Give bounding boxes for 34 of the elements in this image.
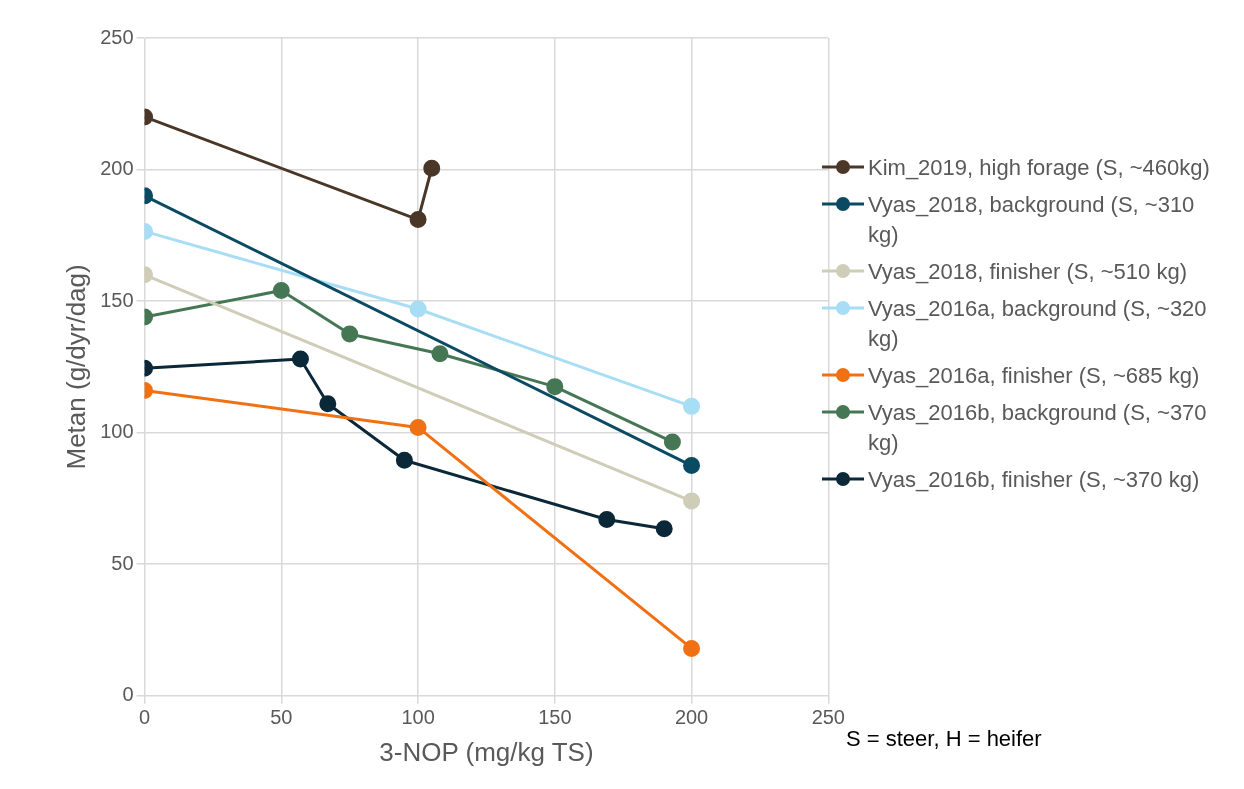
x-tick-label: 50	[270, 706, 293, 729]
legend-label: Vyas_2018, background (S, ~310 kg)	[868, 191, 1196, 249]
point	[683, 639, 701, 657]
y-tick-label: 200	[100, 157, 134, 180]
point	[423, 159, 441, 177]
y-tick-label: 50	[111, 551, 134, 574]
point	[546, 378, 564, 396]
point	[409, 211, 427, 229]
y-axis-title: Metan (g/dyr/dag)	[60, 264, 91, 470]
y-tick-label: 250	[100, 25, 134, 48]
legend-label: Vyas_2016a, finisher (S, ~685 kg)	[868, 362, 1201, 390]
legend-label: Vyas_2016a, background (S, ~320 kg)	[868, 295, 1208, 353]
legend-label: Vyas_2018, finisher (S, ~510 kg)	[868, 258, 1188, 286]
x-tick-label: 250	[811, 706, 845, 729]
x-tick-label: 100	[401, 706, 435, 729]
x-tick-label: 150	[538, 706, 572, 729]
point	[341, 325, 359, 343]
legend-label: Kim_2019, high forage (S, ~460kg)	[868, 154, 1211, 182]
point	[663, 433, 681, 451]
y-tick-label: 100	[100, 420, 134, 443]
y-tick-label: 150	[100, 288, 134, 311]
text: S = steer, H = heifer	[846, 726, 1042, 752]
legend-label: Vyas_2016b, background (S, ~370 kg)	[868, 399, 1208, 457]
point	[598, 511, 616, 529]
x-tick-label: 200	[674, 706, 709, 729]
x-axis-title: 3-NOP (mg/kg TS)	[379, 736, 594, 767]
point	[655, 520, 673, 538]
x-tick-label: 0	[139, 706, 151, 729]
point	[409, 300, 427, 318]
legend-label: Vyas_2016b, finisher (S, ~370 kg)	[868, 466, 1201, 494]
point	[409, 418, 427, 436]
y-tick-label: 0	[122, 683, 134, 706]
point	[683, 397, 701, 415]
point	[431, 345, 449, 363]
